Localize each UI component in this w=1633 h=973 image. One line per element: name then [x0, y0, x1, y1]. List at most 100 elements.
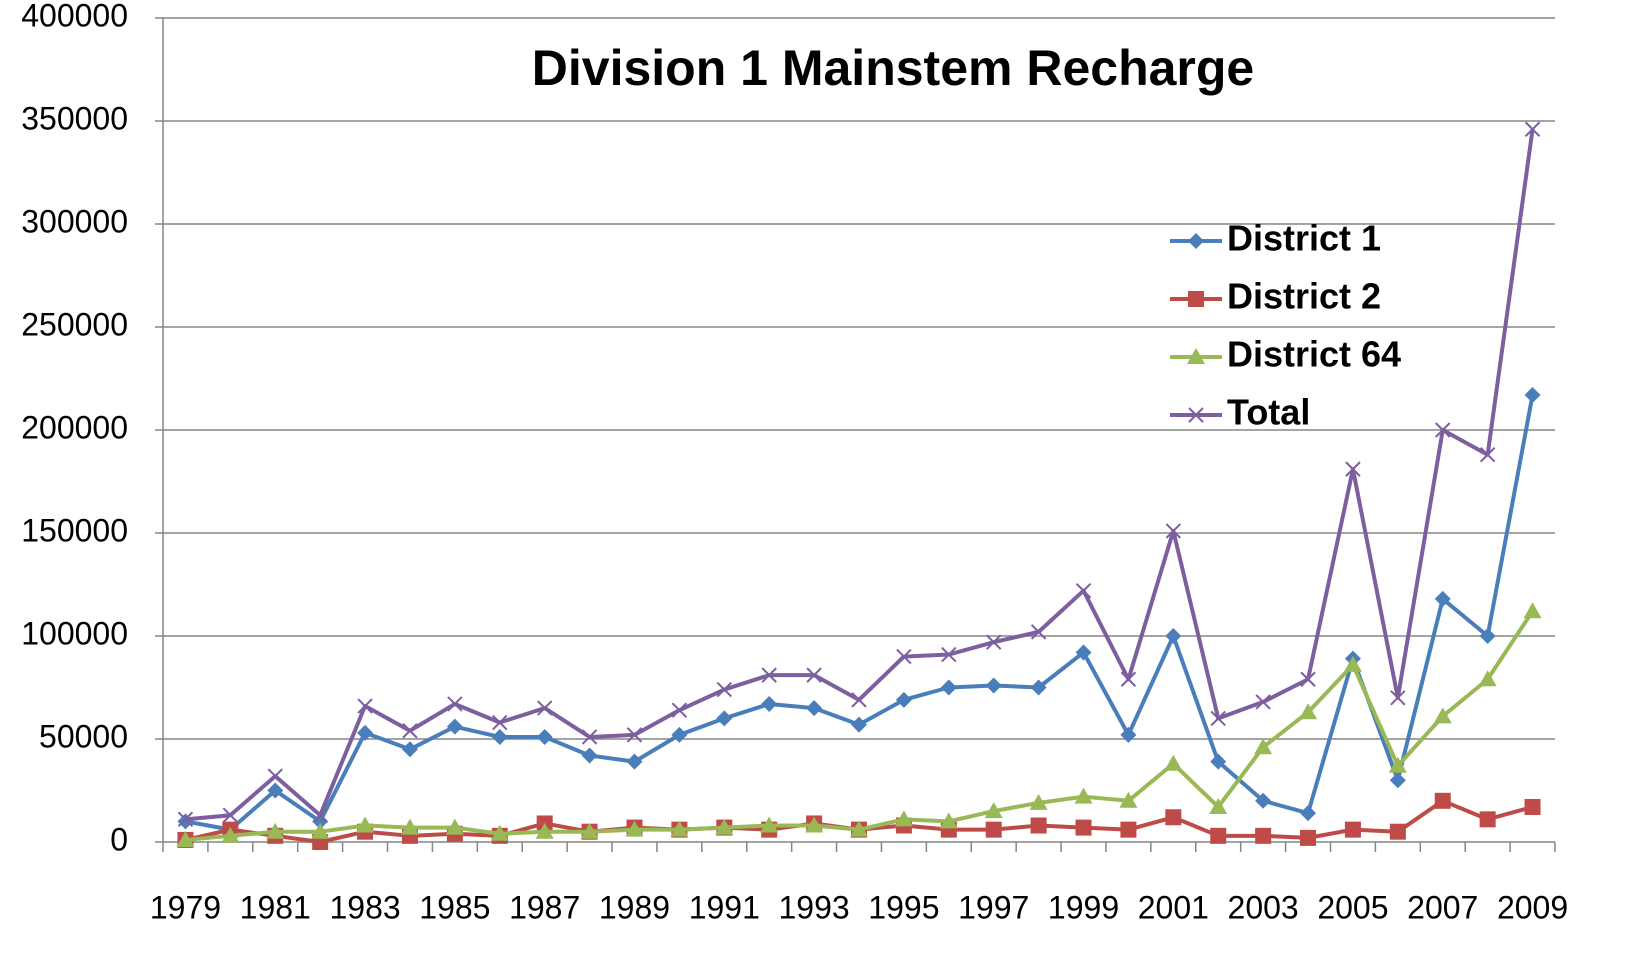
marker: [984, 802, 1003, 819]
marker: [536, 728, 553, 745]
marker: [1255, 827, 1272, 844]
marker: [1299, 703, 1318, 720]
marker: [896, 648, 912, 665]
marker: [1030, 624, 1047, 640]
x-tick-label: 1981: [240, 889, 311, 925]
marker: [1255, 792, 1272, 809]
x-tick-label: 1995: [868, 889, 939, 925]
marker: [221, 826, 240, 843]
y-tick-label: 200000: [21, 409, 128, 445]
marker: [1345, 461, 1361, 477]
marker: [536, 700, 553, 716]
x-tick-label: 2005: [1317, 889, 1388, 925]
marker: [1389, 772, 1406, 789]
marker: [580, 822, 599, 839]
marker: [1479, 628, 1496, 644]
marker: [312, 807, 328, 823]
marker: [1120, 671, 1137, 687]
marker: [1344, 821, 1361, 838]
marker: [1255, 694, 1271, 710]
x-tick-label: 2003: [1228, 889, 1299, 925]
chart-title: Division 1 Mainstem Recharge: [532, 40, 1254, 96]
legend-item: Total: [1170, 392, 1310, 433]
marker: [1074, 787, 1093, 804]
marker: [1030, 679, 1047, 696]
marker: [445, 818, 464, 835]
legend-label: District 64: [1227, 334, 1401, 375]
marker: [940, 679, 957, 696]
marker: [1165, 628, 1182, 644]
marker: [492, 714, 508, 731]
marker: [1210, 827, 1227, 844]
marker: [490, 824, 509, 841]
marker: [1210, 753, 1227, 770]
marker: [1434, 590, 1451, 607]
marker: [447, 696, 463, 712]
y-tick-label: 400000: [21, 0, 128, 33]
y-tick-label: 300000: [21, 203, 128, 239]
x-tick-label: 1993: [779, 889, 850, 925]
marker: [1254, 738, 1273, 755]
marker: [1075, 644, 1092, 661]
marker: [760, 816, 779, 833]
marker: [1478, 670, 1497, 687]
marker: [1435, 422, 1451, 438]
marker: [1389, 823, 1406, 840]
marker: [1479, 447, 1496, 463]
marker: [716, 710, 733, 727]
marker: [986, 634, 1002, 650]
marker: [267, 768, 283, 784]
marker: [1479, 811, 1496, 828]
marker: [1300, 829, 1317, 846]
marker: [1187, 348, 1205, 364]
y-tick-label: 250000: [21, 306, 128, 342]
marker: [1390, 690, 1406, 706]
legend-item: District 1: [1170, 218, 1381, 259]
legend-label: District 2: [1227, 276, 1381, 317]
marker: [581, 747, 598, 764]
marker: [446, 718, 463, 735]
marker: [1300, 671, 1316, 687]
series-line: [185, 394, 1535, 832]
marker: [1210, 710, 1226, 727]
marker: [716, 681, 732, 698]
marker: [266, 822, 285, 839]
marker: [177, 811, 194, 828]
marker: [625, 820, 644, 837]
x-tick-label: 1983: [329, 889, 400, 925]
legend-label: District 1: [1227, 218, 1381, 259]
marker: [851, 692, 867, 708]
marker: [1188, 407, 1204, 423]
marker: [1434, 792, 1451, 809]
marker: [1075, 819, 1092, 836]
marker: [1343, 655, 1362, 672]
marker: [535, 822, 554, 839]
marker: [311, 822, 330, 839]
y-tick-label: 100000: [21, 615, 128, 651]
marker: [581, 729, 598, 745]
marker: [715, 818, 734, 835]
marker: [1433, 707, 1452, 724]
marker: [1165, 523, 1182, 539]
legend-item: District 2: [1170, 276, 1381, 317]
marker: [1388, 756, 1407, 773]
marker: [626, 727, 643, 743]
y-tick-label: 0: [110, 821, 128, 857]
marker: [1188, 233, 1204, 249]
marker: [176, 830, 195, 847]
marker: [1524, 798, 1541, 815]
marker: [267, 782, 284, 799]
x-tick-label: 1999: [1048, 889, 1119, 925]
marker: [1029, 793, 1048, 810]
y-tick-label: 350000: [21, 100, 128, 136]
marker: [312, 813, 329, 830]
marker: [806, 667, 822, 683]
marker: [1164, 754, 1183, 771]
marker: [1120, 821, 1137, 838]
marker: [850, 820, 868, 837]
marker: [1524, 121, 1541, 137]
marker: [1209, 797, 1228, 814]
marker: [401, 741, 418, 758]
marker: [357, 698, 373, 714]
